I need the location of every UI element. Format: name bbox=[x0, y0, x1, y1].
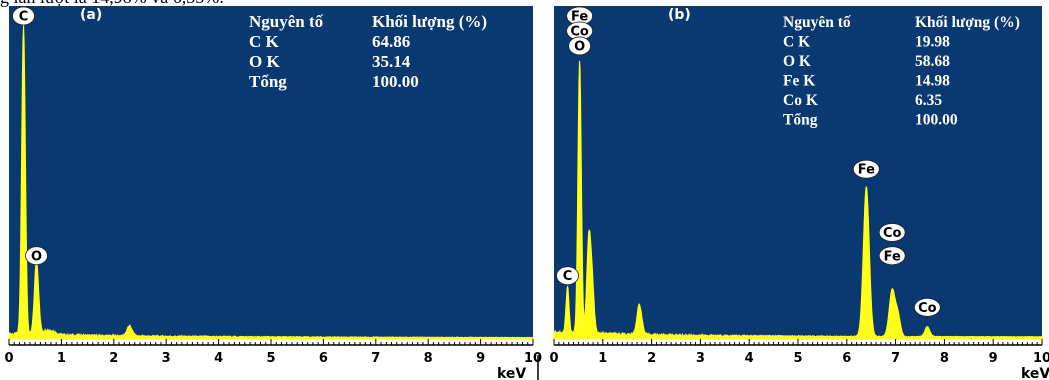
table-cell-element: C K bbox=[783, 34, 810, 51]
peak-label-oval bbox=[556, 266, 579, 286]
peak-label-text: Co bbox=[883, 226, 902, 241]
peak-label-c: C bbox=[556, 266, 579, 286]
x-tick-label: 2 bbox=[647, 351, 656, 366]
peak-label-text: C bbox=[563, 269, 573, 284]
x-tick-label: 0 bbox=[4, 351, 13, 366]
peak-label-oval bbox=[878, 246, 906, 266]
table-cell-element: Co K bbox=[783, 92, 818, 109]
peak-label-oval bbox=[12, 6, 35, 26]
table-cell-element: C K bbox=[249, 32, 280, 51]
peak-label-text: O bbox=[31, 249, 42, 264]
table-cell-mass: 100.00 bbox=[915, 112, 958, 129]
x-tick-label: 7 bbox=[371, 351, 380, 366]
peak-label-oval bbox=[878, 223, 906, 242]
x-axis-label: keV bbox=[1021, 366, 1049, 380]
panel-label: (a) bbox=[80, 7, 102, 23]
table-cell-mass: 58.68 bbox=[915, 53, 950, 70]
peak-label-o: O bbox=[25, 246, 48, 266]
table-cell-mass: 14.98 bbox=[915, 73, 950, 90]
peak-label-fe: Fe bbox=[852, 159, 880, 179]
peak-label-co: Co bbox=[566, 21, 594, 41]
peak-label-o: O bbox=[568, 36, 592, 56]
table-header-mass: Khối lượng (%) bbox=[372, 12, 487, 31]
x-tick-label: 1 bbox=[598, 351, 607, 366]
spectrum-trace bbox=[553, 60, 1043, 340]
peak-label-co: Co bbox=[878, 223, 906, 242]
x-tick-label: 6 bbox=[842, 351, 851, 366]
table-header-mass: Khối lượng (%) bbox=[915, 14, 1020, 31]
x-tick-label: 10 bbox=[524, 351, 542, 366]
peak-label-fe: Fe bbox=[878, 246, 906, 266]
table-header-element: Nguyên tố bbox=[783, 14, 851, 31]
peak-label-text: O bbox=[574, 39, 585, 54]
x-tick-label: 9 bbox=[989, 351, 998, 366]
plot-background bbox=[554, 6, 1042, 339]
table-header-element: Nguyên tố bbox=[249, 12, 324, 31]
x-tick-label: 4 bbox=[214, 351, 223, 366]
x-tick-label: 4 bbox=[745, 351, 754, 366]
panel-label: (b) bbox=[668, 7, 691, 23]
caption-text: g lần lượt là 14,98% và 6,35%. bbox=[0, 0, 224, 8]
table-cell-element: Tổng bbox=[249, 72, 287, 91]
x-tick-label: 10 bbox=[1033, 351, 1049, 366]
x-axis-label: keV bbox=[497, 366, 526, 380]
table-cell-mass: 100.00 bbox=[372, 72, 419, 91]
x-tick-label: 8 bbox=[940, 351, 949, 366]
table-cell-element: O K bbox=[783, 53, 811, 70]
spectrum-trace bbox=[8, 24, 534, 340]
table-cell-element: O K bbox=[249, 52, 280, 71]
table-cell-element: Tổng bbox=[783, 112, 818, 129]
x-tick-label: 0 bbox=[549, 351, 558, 366]
peak-label-fe: Fe bbox=[566, 6, 594, 26]
x-tick-label: 3 bbox=[696, 351, 705, 366]
eds-chart-a: C O (a) Nguyên tố Khối lượng (%) C K 64.86 O K 3… bbox=[4, 6, 542, 380]
peak-label-text: Fe bbox=[884, 249, 901, 264]
x-tick-label: 9 bbox=[476, 351, 485, 366]
table-cell-element: Fe K bbox=[783, 73, 815, 90]
table-cell-mass: 35.14 bbox=[372, 52, 411, 71]
peak-label-oval bbox=[568, 36, 592, 56]
peak-label-text: Fe bbox=[858, 163, 875, 178]
x-tick-label: 7 bbox=[891, 351, 900, 366]
peak-label-co: Co bbox=[913, 297, 941, 317]
x-tick-label: 1 bbox=[57, 351, 66, 366]
table-cell-mass: 64.86 bbox=[372, 32, 410, 51]
peak-label-text: Co bbox=[918, 301, 937, 316]
table-cell-mass: 19.98 bbox=[915, 34, 950, 51]
x-tick-label: 8 bbox=[424, 351, 433, 366]
table-cell-mass: 6.35 bbox=[915, 92, 942, 109]
x-tick-label: 3 bbox=[162, 351, 171, 366]
peak-label-oval bbox=[852, 159, 880, 179]
peak-label-oval bbox=[25, 246, 48, 266]
peak-label-text: C bbox=[19, 9, 29, 24]
peak-label-text: Co bbox=[570, 24, 589, 39]
peak-label-c: C bbox=[12, 6, 35, 26]
x-tick-label: 5 bbox=[793, 351, 802, 366]
x-tick-label: 5 bbox=[266, 351, 275, 366]
peak-label-text: Fe bbox=[571, 9, 588, 24]
plot-background bbox=[9, 6, 533, 339]
x-tick-label: 2 bbox=[109, 351, 118, 366]
x-tick-label: 6 bbox=[319, 351, 328, 366]
peak-label-oval bbox=[913, 297, 941, 317]
